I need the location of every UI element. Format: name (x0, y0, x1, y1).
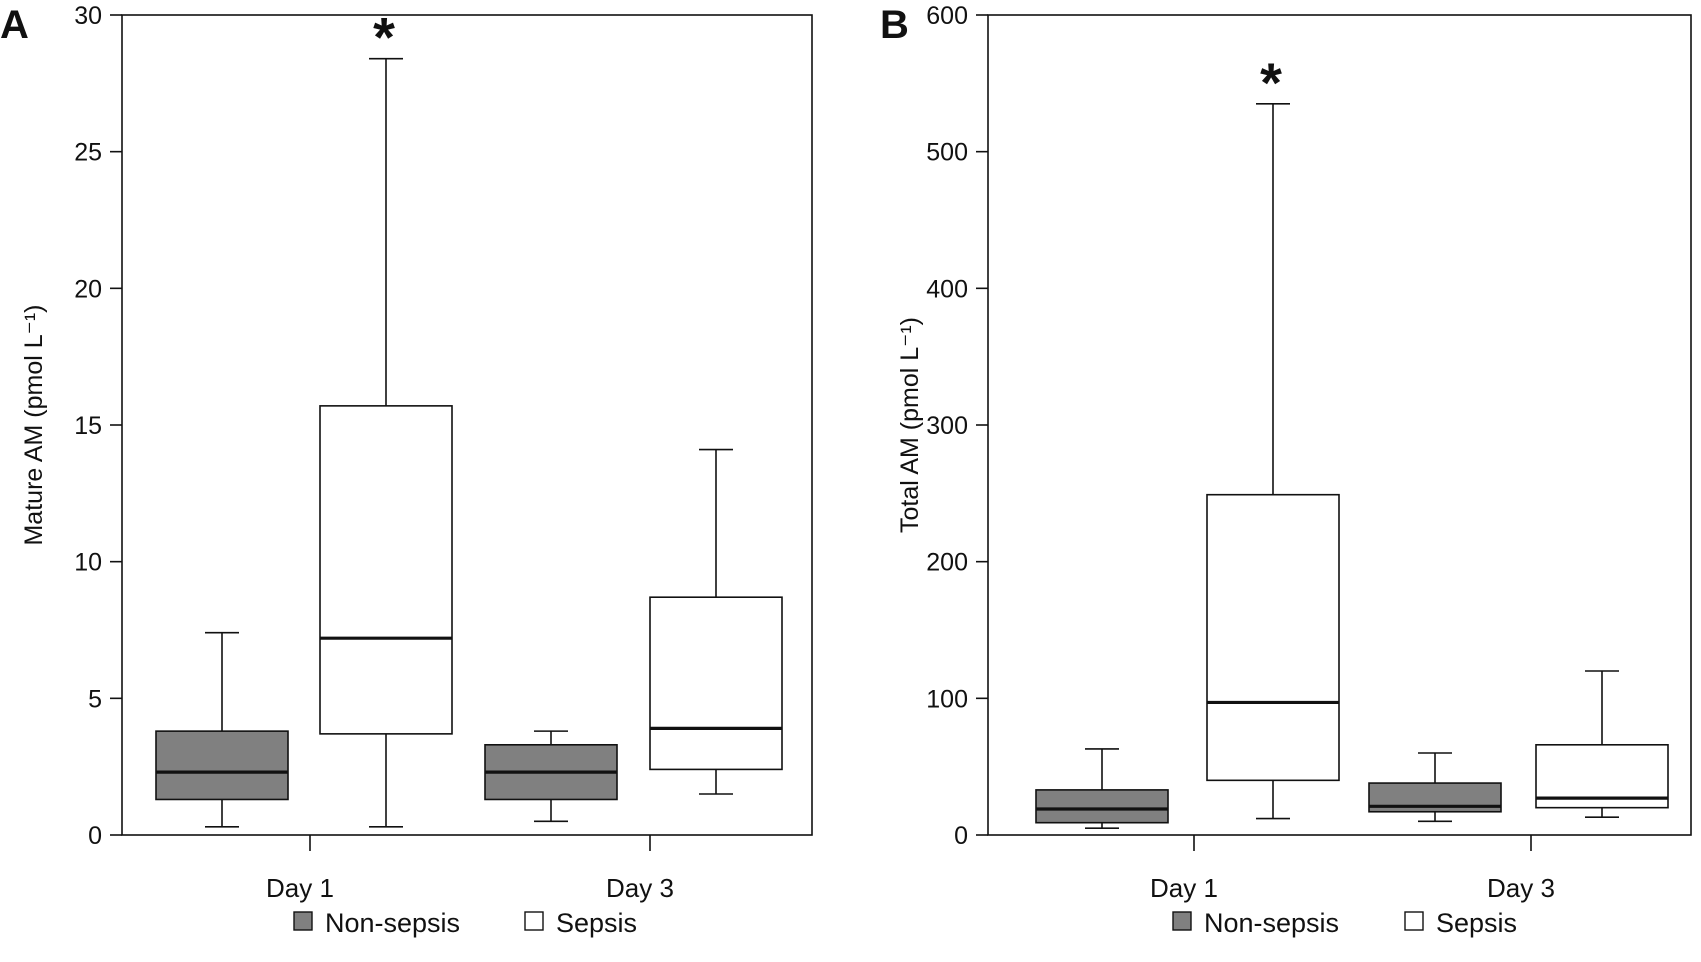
y-tick-label: 10 (74, 549, 102, 577)
y-tick-label: 400 (926, 275, 968, 303)
y-axis-label: Mature AM (pmol L⁻¹) (20, 304, 48, 545)
box-non-sepsis-day3 (1368, 752, 1502, 823)
y-tick-label: 0 (954, 822, 968, 850)
x-category-label: Day 1 (1150, 873, 1218, 903)
box-sepsis-day1 (1206, 103, 1340, 820)
box-sepsis-day3 (1535, 670, 1669, 819)
y-tick-label: 0 (88, 822, 102, 850)
iqr-box (649, 596, 783, 771)
y-tick-label: 30 (74, 2, 102, 30)
iqr-box (319, 405, 453, 735)
y-tick-label: 25 (74, 139, 102, 167)
y-tick-label: 5 (88, 685, 102, 713)
iqr-box (1206, 493, 1340, 782)
legend-swatch-sepsis (1404, 911, 1424, 931)
panel-letter: A (0, 3, 29, 47)
y-tick-label: 15 (74, 412, 102, 440)
x-category-label: Day 3 (606, 873, 674, 903)
iqr-box (1035, 789, 1169, 824)
panel-a: A 0 5 10 15 20 25 30 Mature AM (pmol L⁻¹) Day 1 Da… (0, 2, 813, 938)
y-tick-label: 20 (74, 275, 102, 303)
significance-asterisk: * (373, 6, 395, 69)
y-tick-label: 600 (926, 2, 968, 30)
x-category-label: Day 3 (1487, 873, 1555, 903)
legend-label-non-sepsis: Non-sepsis (1204, 908, 1339, 938)
iqr-box (155, 730, 289, 801)
panel-letter: B (880, 3, 909, 47)
legend-swatch-non-sepsis (1172, 911, 1192, 931)
significance-asterisk: * (1260, 51, 1282, 114)
box-sepsis-day3 (649, 448, 783, 795)
box-sepsis-day1 (319, 57, 453, 828)
box-non-sepsis-day1 (1035, 748, 1169, 829)
x-category-label: Day 1 (266, 873, 334, 903)
panel-b: B 0 100 200 300 400 500 600 Total AM (pmol L⁻¹) D… (880, 2, 1692, 938)
legend-swatch-sepsis (524, 911, 544, 931)
box-non-sepsis-day1 (155, 631, 289, 828)
box-non-sepsis-day3 (484, 730, 618, 823)
legend-label-sepsis: Sepsis (1436, 908, 1517, 938)
legend-label-non-sepsis: Non-sepsis (325, 908, 460, 938)
y-tick-label: 100 (926, 685, 968, 713)
y-tick-label: 500 (926, 139, 968, 167)
legend-swatch-non-sepsis (293, 911, 313, 931)
legend-label-sepsis: Sepsis (556, 908, 637, 938)
y-axis-label: Total AM (pmol L⁻¹) (896, 317, 924, 533)
y-tick-label: 200 (926, 549, 968, 577)
y-tick-label: 300 (926, 412, 968, 440)
